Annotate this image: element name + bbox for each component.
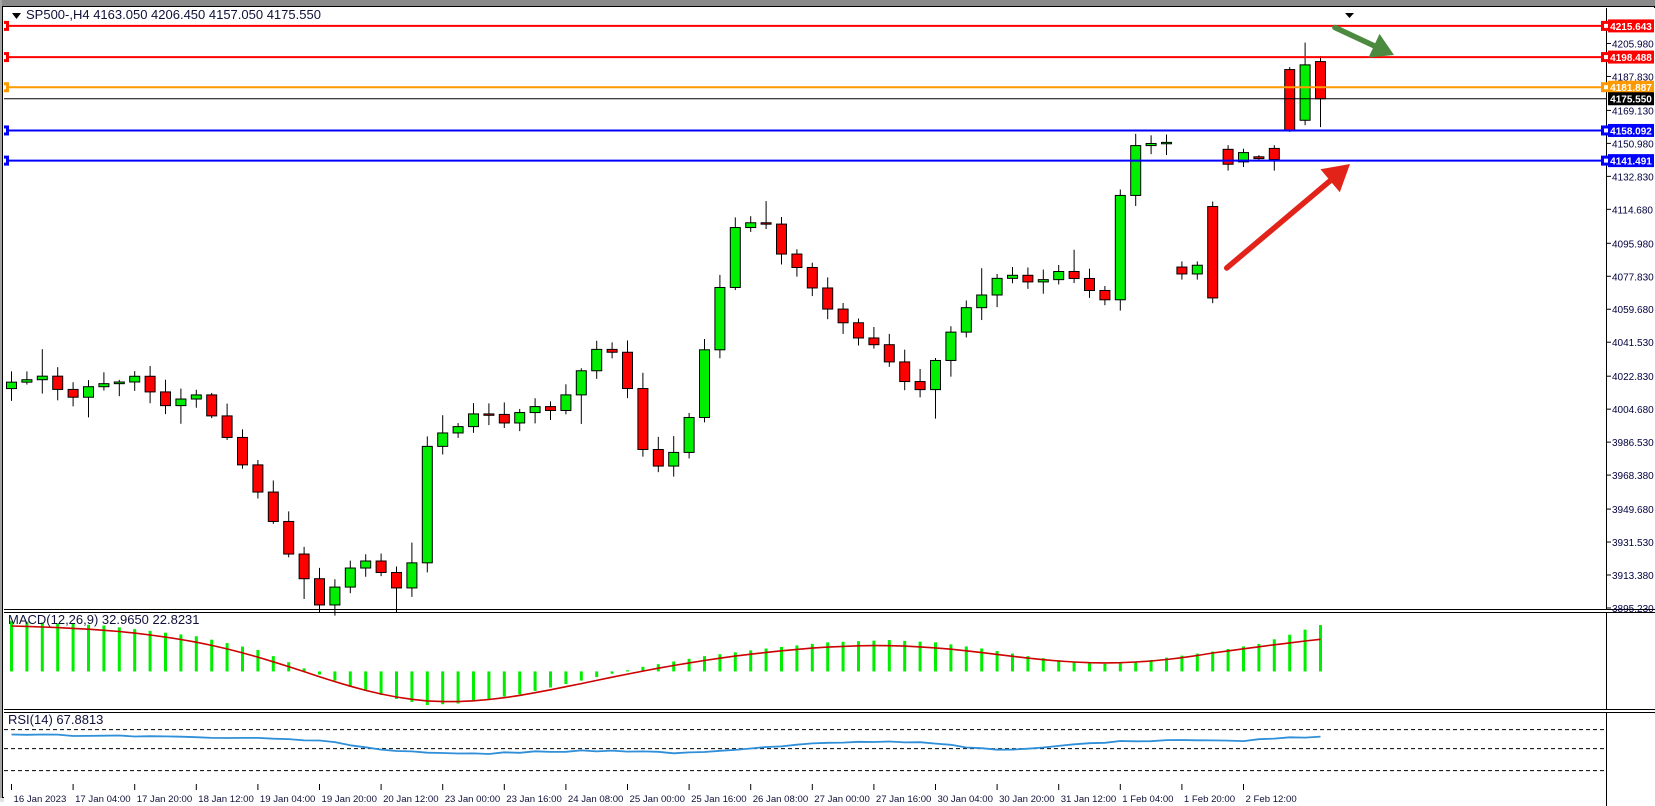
svg-text:4077.830: 4077.830 (1612, 272, 1654, 283)
svg-text:18 Jan 12:00: 18 Jan 12:00 (198, 794, 253, 805)
svg-text:24 Jan 08:00: 24 Jan 08:00 (568, 794, 623, 805)
svg-text:4141.491: 4141.491 (1610, 157, 1652, 168)
svg-text:23 Jan 16:00: 23 Jan 16:00 (506, 794, 561, 805)
svg-text:17 Jan 20:00: 17 Jan 20:00 (137, 794, 192, 805)
svg-text:4095.980: 4095.980 (1612, 239, 1654, 250)
svg-text:4022.830: 4022.830 (1612, 372, 1654, 383)
svg-text:17 Jan 04:00: 17 Jan 04:00 (75, 794, 130, 805)
svg-text:20 Jan 12:00: 20 Jan 12:00 (383, 794, 438, 805)
svg-text:3949.680: 3949.680 (1612, 505, 1654, 516)
svg-text:4041.530: 4041.530 (1612, 338, 1654, 349)
svg-text:3968.380: 3968.380 (1612, 471, 1654, 482)
svg-text:30 Jan 20:00: 30 Jan 20:00 (999, 794, 1054, 805)
svg-text:4169.130: 4169.130 (1612, 106, 1654, 117)
svg-text:26 Jan 08:00: 26 Jan 08:00 (753, 794, 808, 805)
svg-text:31 Jan 12:00: 31 Jan 12:00 (1061, 794, 1116, 805)
svg-text:1 Feb 20:00: 1 Feb 20:00 (1184, 794, 1235, 805)
svg-text:27 Jan 00:00: 27 Jan 00:00 (814, 794, 869, 805)
svg-text:3913.380: 3913.380 (1612, 571, 1654, 582)
svg-text:19 Jan 04:00: 19 Jan 04:00 (260, 794, 315, 805)
svg-text:23 Jan 00:00: 23 Jan 00:00 (445, 794, 500, 805)
svg-text:25 Jan 00:00: 25 Jan 00:00 (630, 794, 685, 805)
svg-text:19 Jan 20:00: 19 Jan 20:00 (322, 794, 377, 805)
svg-text:4059.680: 4059.680 (1612, 305, 1654, 316)
svg-text:4205.980: 4205.980 (1612, 39, 1654, 50)
svg-text:4158.092: 4158.092 (1610, 126, 1652, 137)
svg-text:1 Feb 04:00: 1 Feb 04:00 (1122, 794, 1173, 805)
svg-text:27 Jan 16:00: 27 Jan 16:00 (876, 794, 931, 805)
svg-text:4175.550: 4175.550 (1610, 95, 1652, 106)
svg-text:2 Feb 12:00: 2 Feb 12:00 (1246, 794, 1297, 805)
svg-text:4004.680: 4004.680 (1612, 405, 1654, 416)
svg-text:4114.680: 4114.680 (1612, 205, 1653, 216)
svg-text:RSI(14) 67.8813: RSI(14) 67.8813 (8, 712, 103, 727)
svg-text:4215.643: 4215.643 (1610, 22, 1652, 33)
svg-text:3895.230: 3895.230 (1612, 604, 1654, 615)
svg-text:25 Jan 16:00: 25 Jan 16:00 (691, 794, 746, 805)
svg-text:4198.488: 4198.488 (1610, 53, 1652, 64)
svg-text:4132.830: 4132.830 (1612, 172, 1654, 183)
svg-text:30 Jan 04:00: 30 Jan 04:00 (938, 794, 993, 805)
svg-text:3986.530: 3986.530 (1612, 438, 1654, 449)
svg-text:4150.980: 4150.980 (1612, 139, 1654, 150)
svg-text:16 Jan 2023: 16 Jan 2023 (14, 794, 67, 805)
svg-text:3931.530: 3931.530 (1612, 538, 1654, 549)
svg-text:MACD(12,26,9) 32.9650 22.8231: MACD(12,26,9) 32.9650 22.8231 (8, 612, 200, 627)
svg-text:SP500-,H4 4163.050 4206.450: SP500-,H4 4163.050 4206.450 4157.050 417… (26, 8, 321, 22)
